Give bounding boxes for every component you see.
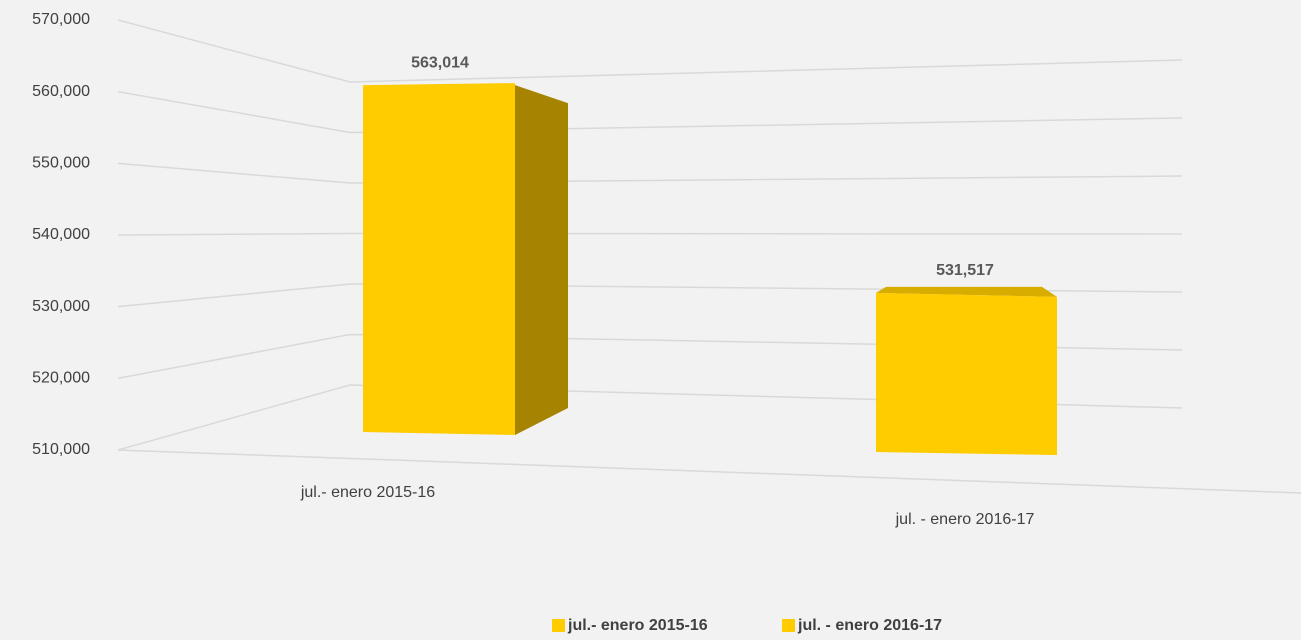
y-tick-label: 530,000	[32, 298, 90, 315]
legend-label: jul. - enero 2016-17	[797, 617, 942, 634]
grid-line	[117, 162, 1183, 184]
x-tick-label: jul. - enero 2016-17	[895, 511, 1035, 528]
bar	[363, 83, 515, 435]
y-tick-label: 550,000	[32, 155, 90, 172]
value-label: 563,014	[411, 54, 469, 71]
x-tick-label: jul.- enero 2015-16	[300, 484, 435, 501]
y-tick-label: 510,000	[32, 441, 90, 458]
y-tick-label: 570,000	[32, 11, 90, 28]
bar	[876, 292, 1057, 455]
value-label: 531,517	[936, 262, 994, 279]
bar-side	[515, 85, 568, 435]
grid-line	[117, 90, 1183, 134]
y-tick-label: 560,000	[32, 83, 90, 100]
legend-swatch	[782, 619, 795, 632]
legend-label: jul.- enero 2015-16	[567, 617, 708, 634]
grid-line	[117, 19, 1183, 83]
y-tick-label: 540,000	[32, 226, 90, 243]
floor-line	[117, 449, 1301, 494]
bar-top	[876, 286, 1057, 297]
legend-swatch	[552, 619, 565, 632]
grid-line	[117, 232, 1183, 236]
y-tick-label: 520,000	[32, 370, 90, 387]
